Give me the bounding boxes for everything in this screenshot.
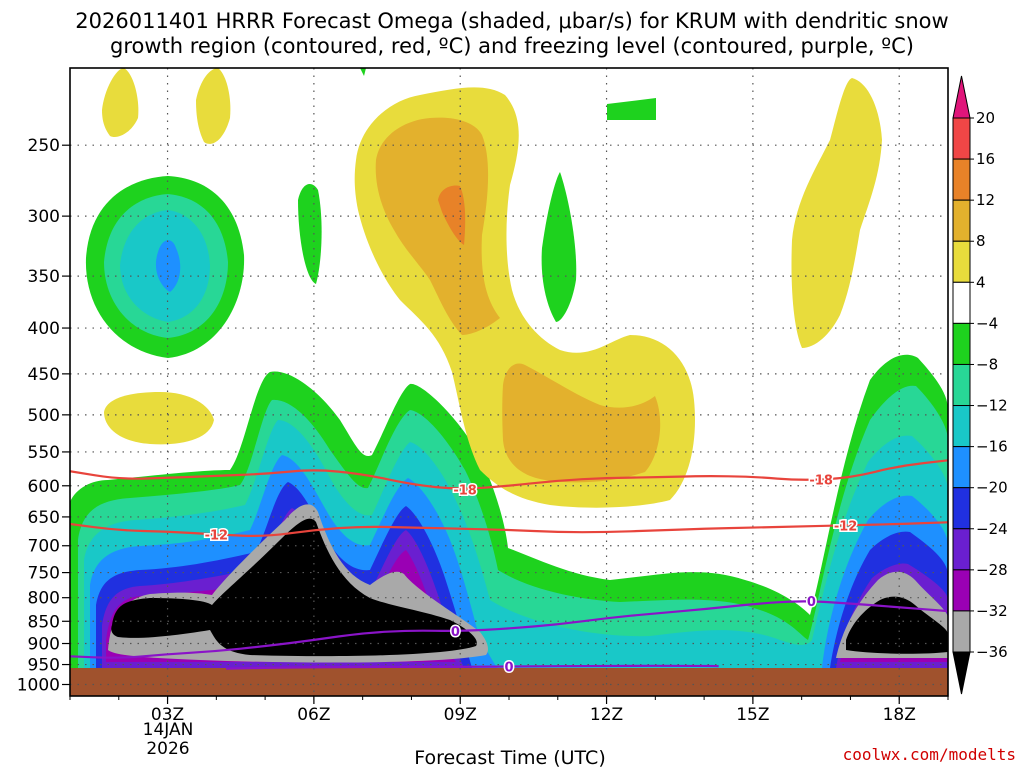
omega-region-green (298, 184, 322, 284)
y-tick-label: 600 (28, 477, 60, 497)
y-tick-label: 850 (28, 612, 60, 632)
contours: -18 -18 -12 -12 0 0 0 (70, 459, 948, 677)
x-tick-label: 06Z (297, 705, 330, 725)
y-tick-label: 750 (28, 564, 60, 584)
colorbar-swatch (952, 158, 971, 201)
x-date-line1: 14JAN (143, 720, 194, 740)
colorbar-label: −20 (976, 479, 1008, 497)
colorbar-swatch (952, 322, 971, 365)
x-axis: 03Z 06Z 09Z 12Z 15Z 18Z (69, 696, 949, 725)
colorbar-label: −32 (976, 602, 1008, 620)
y-tick-label: 550 (28, 443, 60, 463)
colorbar-swatch (952, 363, 971, 407)
colorbar-swatch (952, 610, 971, 653)
colorbar-swatch (952, 528, 971, 571)
contour-line (70, 600, 948, 659)
contour-line (70, 459, 948, 490)
y-tick-label: 450 (28, 365, 60, 385)
omega-region-blue (155, 240, 181, 292)
x-tick-label: 18Z (883, 705, 916, 725)
colorbar: 20 16 12 8 4 −4 −8 −12 −16 −20 −24 −28 −32 −36 (952, 75, 1008, 695)
omega-region-green (541, 172, 577, 322)
x-tick-label: 12Z (590, 705, 623, 725)
contour-label: -12 (834, 519, 858, 534)
chart-title-line2: growth region (contoured, red, ºC) and f… (110, 34, 914, 58)
y-tick-label: 350 (28, 267, 60, 287)
colorbar-label: 16 (976, 150, 995, 168)
omega-region-gold (502, 363, 661, 483)
omega-region-yellow (102, 68, 139, 138)
omega-region-yellow (104, 392, 214, 445)
omega-region-orange (438, 185, 466, 245)
contour-label: -18 (453, 483, 477, 498)
omega-region-yellow (791, 78, 882, 348)
ground-level (70, 668, 948, 696)
colorbar-swatch (952, 117, 971, 160)
chart-title-line1: 2026011401 HRRR Forecast Omega (shaded, … (75, 9, 948, 33)
colorbar-top-arrow (952, 75, 971, 119)
y-tick-label: 650 (28, 508, 60, 528)
omega-region-yellow (196, 68, 231, 144)
omega-region-green (607, 98, 656, 120)
y-tick-label: 700 (28, 537, 60, 557)
y-axis: 250 300 350 400 450 500 550 600 650 700 750 800 850 9… (17, 136, 70, 696)
colorbar-swatch (952, 487, 971, 530)
contour-label: 0 (451, 625, 460, 640)
omega-region-black (111, 518, 948, 657)
credit-text: coolwx.com/modelts (843, 745, 1016, 764)
colorbar-swatch (952, 199, 971, 242)
x-tick-label: 09Z (444, 705, 477, 725)
omega-region-gold (375, 117, 500, 336)
contour-line (226, 664, 719, 670)
x-axis-label: Forecast Time (UTC) (414, 747, 605, 768)
y-tick-label: 300 (28, 207, 60, 227)
contour-label: 0 (807, 595, 816, 610)
y-tick-label: 800 (28, 589, 60, 609)
colorbar-swatch (952, 569, 971, 612)
x-tick-label: 15Z (736, 705, 769, 725)
colorbar-swatch (952, 405, 971, 448)
colorbar-swatch (952, 446, 971, 489)
colorbar-bottom-arrow (952, 651, 971, 695)
y-tick-label: 900 (28, 635, 60, 655)
contour-label: -18 (809, 474, 833, 489)
x-tick-label: 03Z (151, 705, 184, 725)
colorbar-swatch (952, 240, 971, 283)
colorbar-label: −8 (976, 355, 998, 373)
colorbar-swatch (952, 281, 971, 324)
colorbar-label: −36 (976, 643, 1008, 661)
colorbar-label: 8 (976, 232, 986, 250)
x-date-line2: 2026 (146, 739, 189, 759)
colorbar-label: 4 (976, 273, 986, 291)
colorbar-label: −12 (976, 397, 1008, 415)
y-tick-label: 1000 (17, 676, 60, 696)
omega-region-green (360, 68, 366, 76)
y-tick-label: 250 (28, 136, 60, 156)
colorbar-label: 20 (976, 109, 995, 127)
colorbar-label: −24 (976, 520, 1008, 538)
y-tick-label: 500 (28, 406, 60, 426)
colorbar-label: −16 (976, 438, 1008, 456)
contour-line (70, 521, 948, 538)
y-tick-label: 950 (28, 656, 60, 676)
y-tick-label: 400 (28, 319, 60, 339)
colorbar-label: 12 (976, 191, 995, 209)
contour-label: 0 (504, 661, 513, 676)
omega-fill (70, 68, 948, 668)
colorbar-label: −28 (976, 561, 1008, 579)
contour-label: -12 (205, 528, 229, 543)
colorbar-label: −4 (976, 314, 998, 332)
